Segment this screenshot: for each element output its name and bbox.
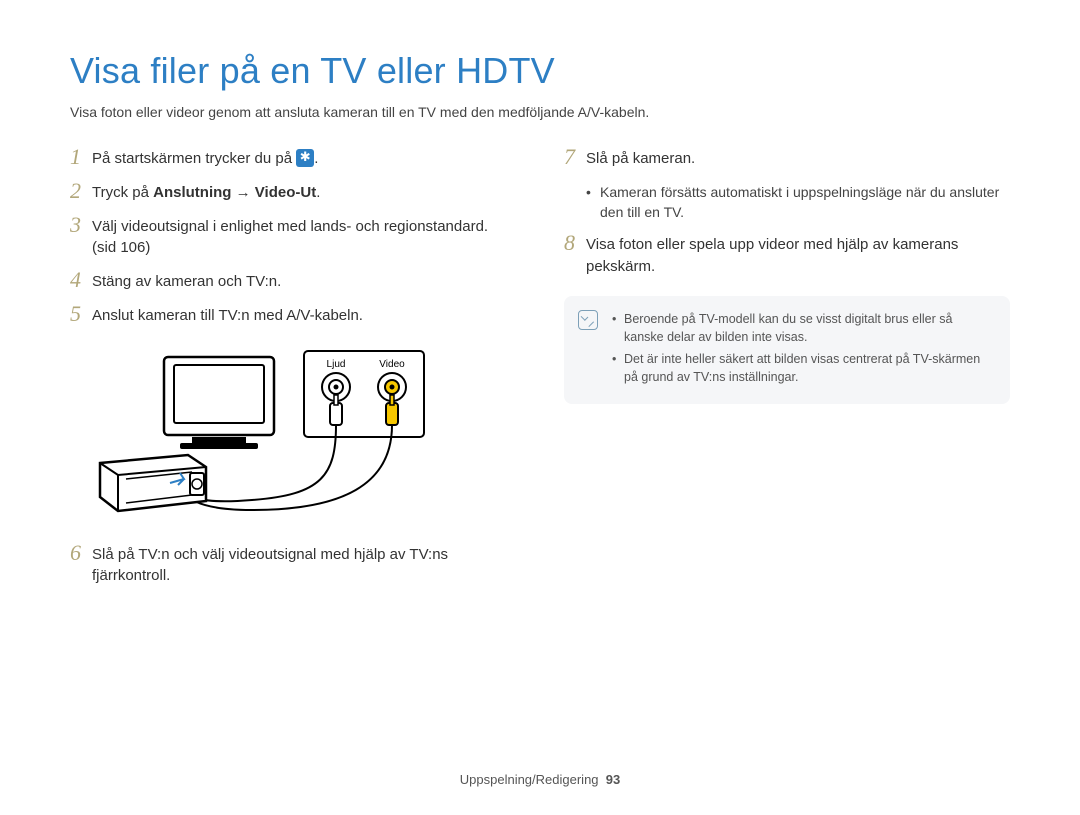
footer-page-number: 93: [606, 772, 620, 787]
step-text: Slå på TV:n och välj videoutsignal med h…: [92, 544, 516, 588]
step-8: 8 Visa foton eller spela upp videor med …: [564, 234, 1010, 278]
step-number: 3: [70, 214, 92, 236]
step-text: Stäng av kameran och TV:n.: [92, 271, 281, 293]
note-box: Beroende på TV-modell kan du se visst di…: [564, 296, 1010, 405]
step-5: 5 Anslut kameran till TV:n med A/V-kabel…: [70, 305, 516, 327]
audio-label: Ljud: [327, 359, 346, 370]
two-column-layout: 1 På startskärmen trycker du på . 2 Tryc…: [70, 148, 1010, 599]
step-number: 5: [70, 303, 92, 325]
page: Visa filer på en TV eller HDTV Visa foto…: [0, 0, 1080, 815]
settings-icon: [296, 149, 314, 167]
note-bullet: Det är inte heller säkert att bilden vis…: [612, 350, 994, 386]
step-text: Visa foton eller spela upp videor med hj…: [586, 234, 1010, 278]
step-text: Slå på kameran.: [586, 148, 695, 170]
camera-icon: [100, 455, 206, 511]
footer-section: Uppspelning/Redigering: [460, 772, 599, 787]
step-text: På startskärmen trycker du på .: [92, 148, 318, 170]
step-text: Anslut kameran till TV:n med A/V-kabeln.: [92, 305, 363, 327]
step-3: 3 Välj videoutsignal i enlighet med land…: [70, 216, 516, 260]
page-footer: Uppspelning/Redigering 93: [0, 772, 1080, 787]
av-jacks-panel: Ljud Video: [304, 351, 424, 437]
note-bullet: Beroende på TV-modell kan du se visst di…: [612, 310, 994, 346]
step-number: 7: [564, 146, 586, 168]
step-number: 2: [70, 180, 92, 202]
step-7: 7 Slå på kameran.: [564, 148, 1010, 170]
note-icon: [578, 310, 598, 330]
step-7-bullets: Kameran försätts automatiskt i uppspelni…: [586, 182, 1010, 223]
step-6: 6 Slå på TV:n och välj videoutsignal med…: [70, 544, 516, 588]
step-4: 4 Stäng av kameran och TV:n.: [70, 271, 516, 293]
step-text: Välj videoutsignal i enlighet med lands-…: [92, 216, 516, 260]
step-number: 6: [70, 542, 92, 564]
step-2: 2 Tryck på Anslutning → Video-Ut.: [70, 182, 516, 204]
right-column: 7 Slå på kameran. Kameran försätts autom…: [564, 148, 1010, 599]
step-text: Tryck på Anslutning → Video-Ut.: [92, 182, 320, 204]
page-subtitle: Visa foton eller videor genom att anslut…: [70, 104, 1010, 120]
av-cable-diagram: Ljud Video: [92, 345, 442, 525]
step-number: 8: [564, 232, 586, 254]
page-title: Visa filer på en TV eller HDTV: [70, 50, 1010, 92]
step-number: 4: [70, 269, 92, 291]
step-1: 1 På startskärmen trycker du på .: [70, 148, 516, 170]
left-column: 1 På startskärmen trycker du på . 2 Tryc…: [70, 148, 516, 599]
video-label: Video: [379, 359, 405, 370]
tv-icon: [164, 357, 274, 449]
step-number: 1: [70, 146, 92, 168]
bullet: Kameran försätts automatiskt i uppspelni…: [586, 182, 1010, 223]
